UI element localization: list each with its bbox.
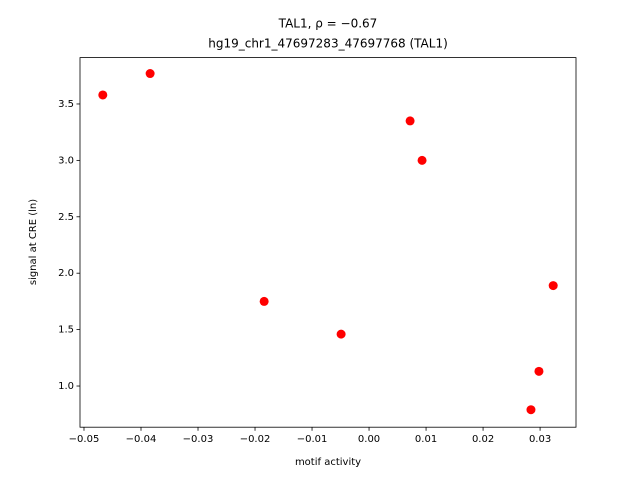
x-tick-label: −0.03 [183, 434, 214, 445]
plot-frame [79, 57, 577, 428]
x-tick-label: −0.05 [69, 434, 100, 445]
point [417, 155, 427, 165]
x-tick-label: 0.03 [529, 434, 551, 445]
point [145, 69, 155, 79]
point [526, 405, 536, 415]
point [405, 116, 415, 126]
x-tick-label: −0.04 [126, 434, 157, 445]
point [336, 329, 346, 339]
x-axis-label: motif activity [295, 457, 361, 468]
y-tick-label: 2.0 [58, 268, 74, 279]
y-tick-label: 2.5 [58, 212, 74, 223]
chart-subtitle: hg19_chr1_47697283_47697768 (TAL1) [208, 37, 448, 51]
x-tick-label: 0.00 [358, 434, 380, 445]
y-tick-label: 3.0 [58, 155, 74, 166]
y-tick-label: 1.0 [58, 381, 74, 392]
y-tick-label: 1.5 [58, 325, 74, 336]
y-axis-label: signal at CRE (ln) [28, 199, 39, 285]
x-tick-label: 0.01 [415, 434, 437, 445]
chart-title: TAL1, ρ = −0.67 [278, 17, 378, 31]
point [98, 90, 108, 100]
y-tick-label: 3.5 [58, 99, 74, 110]
x-tick-label: 0.02 [472, 434, 494, 445]
point [259, 296, 269, 306]
point [534, 366, 544, 376]
point [548, 281, 558, 291]
x-tick-label: −0.02 [240, 434, 271, 445]
x-tick-label: −0.01 [297, 434, 328, 445]
